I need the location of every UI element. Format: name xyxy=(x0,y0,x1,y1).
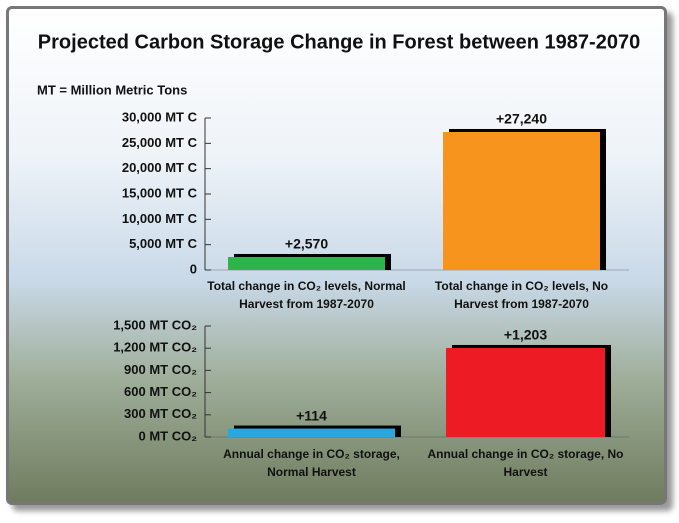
y-tick-label: 30,000 MT C xyxy=(122,109,198,124)
y-tick-label: 20,000 MT C xyxy=(122,160,198,175)
y-tick-label: 300 MT CO₂ xyxy=(124,406,197,421)
y-tick-label: 1,500 MT CO₂ xyxy=(113,317,197,332)
value-label: +2,570 xyxy=(285,236,328,252)
chart-frame: Projected Carbon Storage Change in Fores… xyxy=(6,6,667,505)
y-tick-label: 15,000 MT C xyxy=(122,185,198,200)
x-tick-label: Total change in CO₂ levels, No Harvest f… xyxy=(434,279,609,311)
bar xyxy=(446,347,605,437)
note: MT = Million Metric Tons xyxy=(37,82,187,97)
y-tick-label: 1,200 MT CO₂ xyxy=(113,340,197,355)
y-tick-label: 600 MT CO₂ xyxy=(124,384,197,399)
y-tick-label: 10,000 MT C xyxy=(122,211,198,226)
bar xyxy=(443,131,600,270)
y-tick-label: 0 MT CO₂ xyxy=(139,428,198,443)
bar xyxy=(228,256,385,270)
y-tick-label: 900 MT CO₂ xyxy=(124,362,197,377)
chart-title: Projected Carbon Storage Change in Fores… xyxy=(38,31,640,53)
value-label: +1,203 xyxy=(504,327,547,343)
y-tick-label: 0 xyxy=(190,261,197,276)
chart: Projected Carbon Storage Change in Fores… xyxy=(37,31,640,443)
value-label: +27,240 xyxy=(496,111,547,127)
x-tick-label: Annual change in CO₂ storage, Normal Har… xyxy=(223,447,400,479)
x-tick-label: Total change in CO₂ levels, Normal Harve… xyxy=(207,279,406,311)
x-tick-label: Annual change in CO₂ storage, No Harvest xyxy=(427,447,624,479)
value-label: +114 xyxy=(296,407,327,423)
y-tick-label: 25,000 MT C xyxy=(122,135,198,150)
bar xyxy=(228,428,395,437)
y-tick-label: 5,000 MT C xyxy=(129,236,198,251)
